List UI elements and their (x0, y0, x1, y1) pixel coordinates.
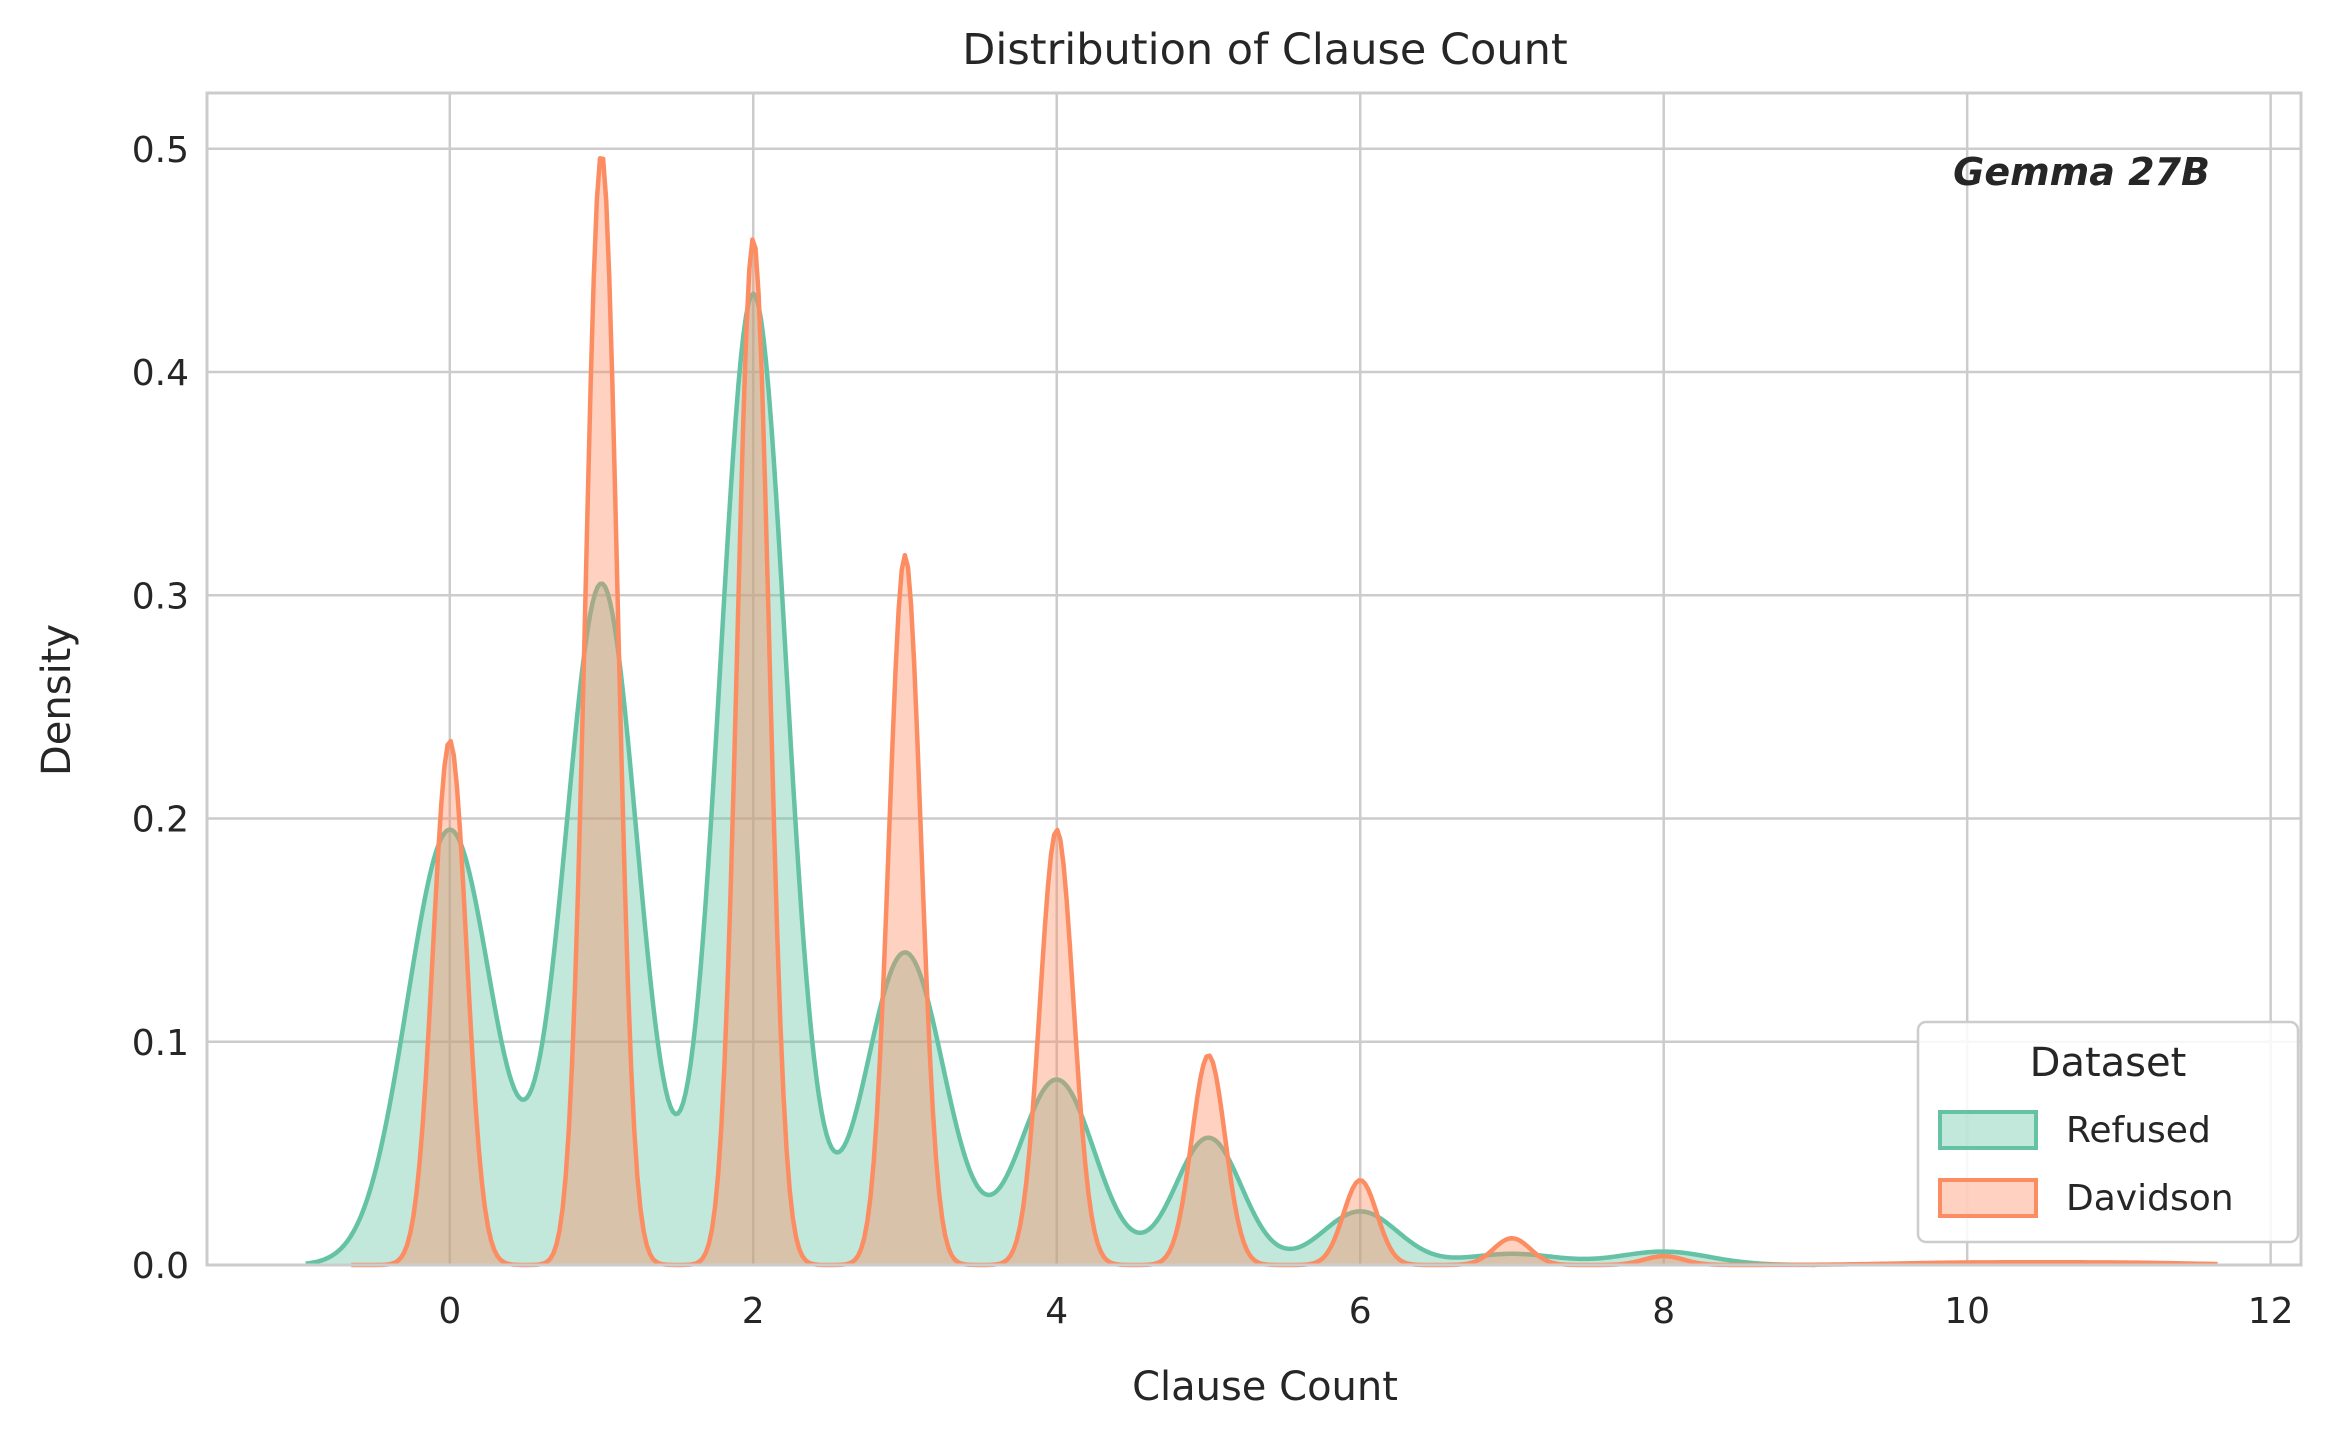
x-tick-label: 0 (438, 1291, 461, 1332)
legend-swatch-davidson (1938, 1178, 2038, 1218)
density-area-refused (305, 293, 1816, 1265)
x-tick-label: 10 (1944, 1291, 1990, 1332)
x-tick-label: 12 (2248, 1291, 2294, 1332)
y-axis-ticks: 0.0 0.1 0.2 0.3 0.4 0.5 (132, 130, 189, 1287)
y-tick-label: 0.0 (132, 1246, 189, 1287)
y-tick-label: 0.2 (132, 800, 189, 841)
x-tick-label: 6 (1349, 1291, 1372, 1332)
x-tick-label: 8 (1652, 1291, 1675, 1332)
chart-title: Distribution of Clause Count (962, 25, 1567, 75)
x-tick-label: 4 (1045, 1291, 1068, 1332)
density-line-refused (305, 291, 1816, 1268)
y-tick-label: 0.4 (132, 353, 189, 394)
y-axis-title: Density (34, 624, 80, 776)
legend: Dataset Refused Davidson (1916, 1020, 2300, 1244)
y-tick-label: 0.5 (132, 130, 189, 171)
model-annotation: Gemma 27B (1953, 150, 2210, 194)
x-axis-ticks: 0 2 4 6 8 10 12 (438, 1291, 2293, 1332)
plot-frame (205, 91, 2303, 1267)
x-axis-title: Clause Count (1132, 1364, 1398, 1410)
y-tick-label: 0.3 (132, 576, 189, 617)
y-tick-label: 0.1 (132, 1023, 189, 1064)
legend-label-refused: Refused (2066, 1110, 2211, 1151)
legend-label-davidson: Davidson (2066, 1178, 2234, 1219)
legend-swatch-refused (1938, 1110, 2038, 1150)
x-tick-label: 2 (742, 1291, 765, 1332)
legend-title: Dataset (2030, 1040, 2187, 1086)
legend-box (1916, 1020, 2300, 1244)
